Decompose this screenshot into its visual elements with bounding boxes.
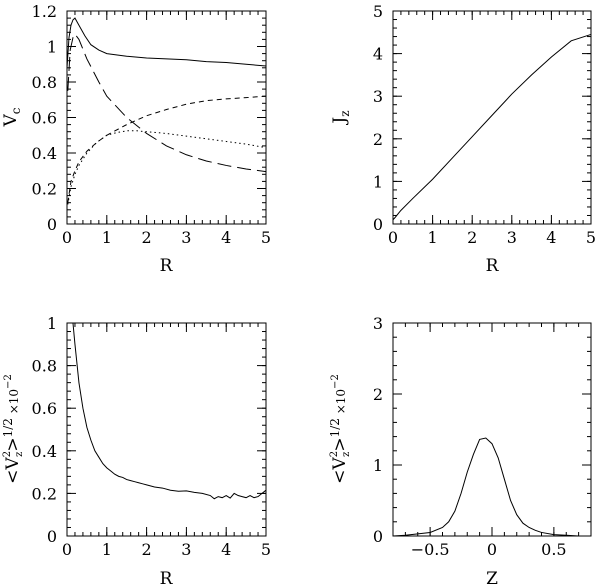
x-tick-label: 1 <box>428 228 438 247</box>
x-tick-label: 5 <box>261 228 271 247</box>
x-axis-label: R <box>160 256 174 276</box>
x-tick-label: 3 <box>507 228 517 247</box>
chart-panel-vz-z: −0.5 0 0.5 0 1 2 3 Z <V2z>1/2 ×10−2 <box>328 314 592 587</box>
plot-frame <box>392 10 592 225</box>
plot-frame <box>66 322 267 537</box>
tick-labels: 0 1 2 3 4 5 0 1 2 3 4 5 <box>373 2 596 247</box>
series-line-solid <box>66 17 267 68</box>
series-line-short-dash <box>67 95 267 203</box>
x-tick-label: 4 <box>221 540 231 559</box>
y-axis-label: Vc <box>1 107 23 127</box>
y-tick-label: 0.2 <box>32 484 57 503</box>
y-tick-label: 2 <box>373 385 383 404</box>
tick-labels: 0 1 2 3 4 5 0 0.2 0.4 0.6 0.8 1 1.2 <box>32 2 272 247</box>
svg-text:<V2z>1/2 ×10−2: <V2z>1/2 ×10−2 <box>1 374 25 484</box>
series-line-solid <box>392 437 591 537</box>
y-axis-label: <V2z>1/2 ×10−2 <box>328 374 352 484</box>
x-tick-label: 0 <box>62 228 72 247</box>
y-axis-label: Jz <box>330 110 352 125</box>
x-tick-label: 3 <box>181 228 191 247</box>
series-layer <box>72 322 267 500</box>
x-axis-label: R <box>160 569 174 587</box>
y-tick-label: 1 <box>373 456 383 475</box>
y-tick-label: 1 <box>373 172 383 191</box>
y-tick-label: 0 <box>373 215 383 234</box>
x-tick-label: 2 <box>142 540 152 559</box>
chart-panel-vz-r: 0 1 2 3 4 5 0 0.2 0.4 0.6 0.8 1 R <V2z>1/2 ×10−2 <box>1 314 271 587</box>
series-layer <box>66 17 267 205</box>
x-tick-label: 4 <box>221 228 231 247</box>
x-tick-label: 0 <box>62 540 72 559</box>
chart-panel-vc: 0 1 2 3 4 5 0 0.2 0.4 0.6 0.8 1 1.2 R Vc <box>1 2 271 276</box>
y-tick-label: 0.4 <box>32 144 57 163</box>
x-tick-label: −0.5 <box>411 540 450 559</box>
y-tick-label: 0.4 <box>32 442 57 461</box>
tick-marks <box>66 322 267 537</box>
x-tick-label: 5 <box>586 228 596 247</box>
y-tick-label: 4 <box>373 45 383 64</box>
x-tick-label: 0.5 <box>541 540 566 559</box>
x-tick-label: 1 <box>102 228 112 247</box>
x-tick-label: 1 <box>102 540 112 559</box>
series-layer <box>392 437 591 537</box>
y-tick-label: 3 <box>373 87 383 106</box>
y-tick-label: 0 <box>47 527 57 546</box>
y-tick-label: 2 <box>373 130 383 149</box>
series-layer <box>392 33 592 221</box>
x-tick-label: 2 <box>467 228 477 247</box>
y-tick-label: 0.8 <box>32 73 57 92</box>
x-tick-label: 2 <box>142 228 152 247</box>
series-line-long-dash <box>67 33 267 173</box>
svg-text:<V2z>1/2 ×10−2: <V2z>1/2 ×10−2 <box>328 374 352 484</box>
y-tick-label: 1 <box>47 314 57 333</box>
plot-frame <box>392 322 592 537</box>
y-tick-label: 0.2 <box>32 180 57 199</box>
y-tick-label: 1 <box>47 38 57 57</box>
series-line-dotted <box>67 130 267 205</box>
x-axis-label: Z <box>486 569 498 587</box>
tick-labels: 0 1 2 3 4 5 0 0.2 0.4 0.6 0.8 1 <box>32 314 272 559</box>
plot-frame <box>66 10 267 225</box>
tick-marks <box>392 10 592 225</box>
y-tick-label: 3 <box>373 314 383 333</box>
series-line-solid <box>392 33 592 221</box>
y-tick-label: 0.8 <box>32 357 57 376</box>
chart-panel-jz: 0 1 2 3 4 5 0 1 2 3 4 5 R Jz <box>330 2 596 276</box>
y-tick-label: 5 <box>373 2 383 21</box>
y-tick-label: 0.6 <box>32 399 57 418</box>
tick-marks <box>392 322 592 537</box>
tick-labels: −0.5 0 0.5 0 1 2 3 <box>373 314 567 559</box>
y-tick-label: 0 <box>47 215 57 234</box>
y-tick-label: 1.2 <box>32 2 57 21</box>
svg-text:Vc: Vc <box>1 107 23 127</box>
x-tick-label: 4 <box>546 228 556 247</box>
x-axis-label: R <box>486 256 500 276</box>
x-tick-label: 5 <box>261 540 271 559</box>
tick-marks <box>66 10 267 225</box>
x-tick-label: 3 <box>181 540 191 559</box>
x-tick-label: 0 <box>487 540 497 559</box>
y-tick-label: 0 <box>373 527 383 546</box>
series-line-solid <box>72 322 267 500</box>
x-tick-label: 0 <box>388 228 398 247</box>
y-axis-label: <V2z>1/2 ×10−2 <box>1 374 25 484</box>
y-tick-label: 0.6 <box>32 109 57 128</box>
svg-text:Jz: Jz <box>330 110 352 125</box>
